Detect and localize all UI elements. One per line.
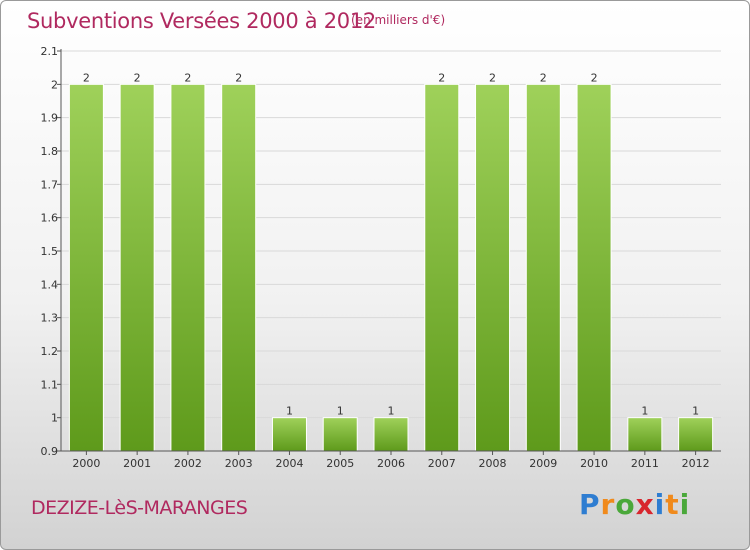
chart-unit: (en milliers d'€)	[351, 13, 446, 27]
y-tick-label: 0.9	[41, 445, 59, 458]
y-tick-label: 1	[51, 412, 58, 425]
x-tick-label: 2009	[529, 457, 557, 470]
y-tick-label: 1.8	[41, 145, 59, 158]
y-tick-label: 1.4	[41, 278, 59, 291]
logo-letter: t	[665, 488, 680, 521]
logo-letter: r	[600, 488, 616, 521]
bar-2009	[525, 83, 561, 452]
bar-2001	[119, 83, 155, 452]
logo-letter: x	[635, 488, 655, 521]
x-tick-label: 2010	[580, 457, 608, 470]
y-tick-label: 1.2	[41, 345, 59, 358]
logo-letter: P	[579, 488, 601, 521]
bar-2007	[424, 83, 460, 452]
logo-letter: i	[654, 488, 666, 521]
x-tick-label: 2008	[479, 457, 507, 470]
bars: 2 2 2 2 1 1 1 2 2 2 2 1 1	[68, 71, 714, 452]
x-tick-label: 2002	[174, 457, 202, 470]
x-tick-label: 2007	[428, 457, 456, 470]
commune-name: DEZIZE-LèS-MARANGES	[31, 497, 248, 519]
bar-2003	[221, 83, 257, 452]
y-tick-label: 1.5	[41, 245, 59, 258]
x-tick-label: 2012	[682, 457, 710, 470]
bar-2010	[576, 83, 612, 452]
bar-2000	[68, 83, 104, 452]
data-label-2005: 1	[337, 405, 344, 418]
bar-2008	[475, 83, 511, 452]
y-tick-label: 1.9	[41, 112, 59, 125]
bar-2012	[678, 417, 714, 452]
x-tick-label: 2011	[631, 457, 659, 470]
data-label-2006: 1	[388, 405, 395, 418]
bar-2002	[170, 83, 206, 452]
data-label-2003: 2	[235, 71, 242, 84]
y-tick-label: 1.3	[41, 312, 59, 325]
data-label-2004: 1	[286, 405, 293, 418]
x-tick-label: 2006	[377, 457, 405, 470]
data-label-2002: 2	[184, 71, 191, 84]
grid-lines	[61, 50, 721, 452]
logo-letter: i	[679, 488, 691, 521]
x-tick-label: 2005	[326, 457, 354, 470]
bar-2004	[271, 417, 307, 452]
logo-letter: o	[615, 488, 636, 521]
data-label-2007: 2	[438, 71, 445, 84]
y-tick-label: 2	[51, 78, 58, 91]
x-tick-label: 2000	[72, 457, 100, 470]
data-label-2001: 2	[134, 71, 141, 84]
bar-2006	[373, 417, 409, 452]
y-tick-label: 1.1	[41, 378, 59, 391]
data-label-2011: 1	[641, 405, 648, 418]
x-tick-label: 2004	[275, 457, 303, 470]
y-tick-label: 1.6	[41, 212, 59, 225]
proxiti-logo[interactable]: Proxiti	[579, 488, 690, 521]
chart-title: Subventions Versées 2000 à 2012	[27, 9, 376, 33]
x-tick-label: 2001	[123, 457, 151, 470]
y-tick-label: 2.1	[41, 45, 59, 58]
axes: 0.9 1 1.1 1.2 1.3 1.4 1.5 1.6 1.7 1.8 1.9 2 2.1 2000 2…	[41, 45, 721, 470]
bar-2011	[627, 417, 663, 452]
x-tick-label: 2003	[225, 457, 253, 470]
y-tick-label: 1.7	[41, 178, 59, 191]
data-label-2010: 2	[591, 71, 598, 84]
bar-2005	[322, 417, 358, 452]
data-label-2008: 2	[489, 71, 496, 84]
data-label-2012: 1	[692, 405, 699, 418]
data-label-2009: 2	[540, 71, 547, 84]
data-label-2000: 2	[83, 71, 90, 84]
